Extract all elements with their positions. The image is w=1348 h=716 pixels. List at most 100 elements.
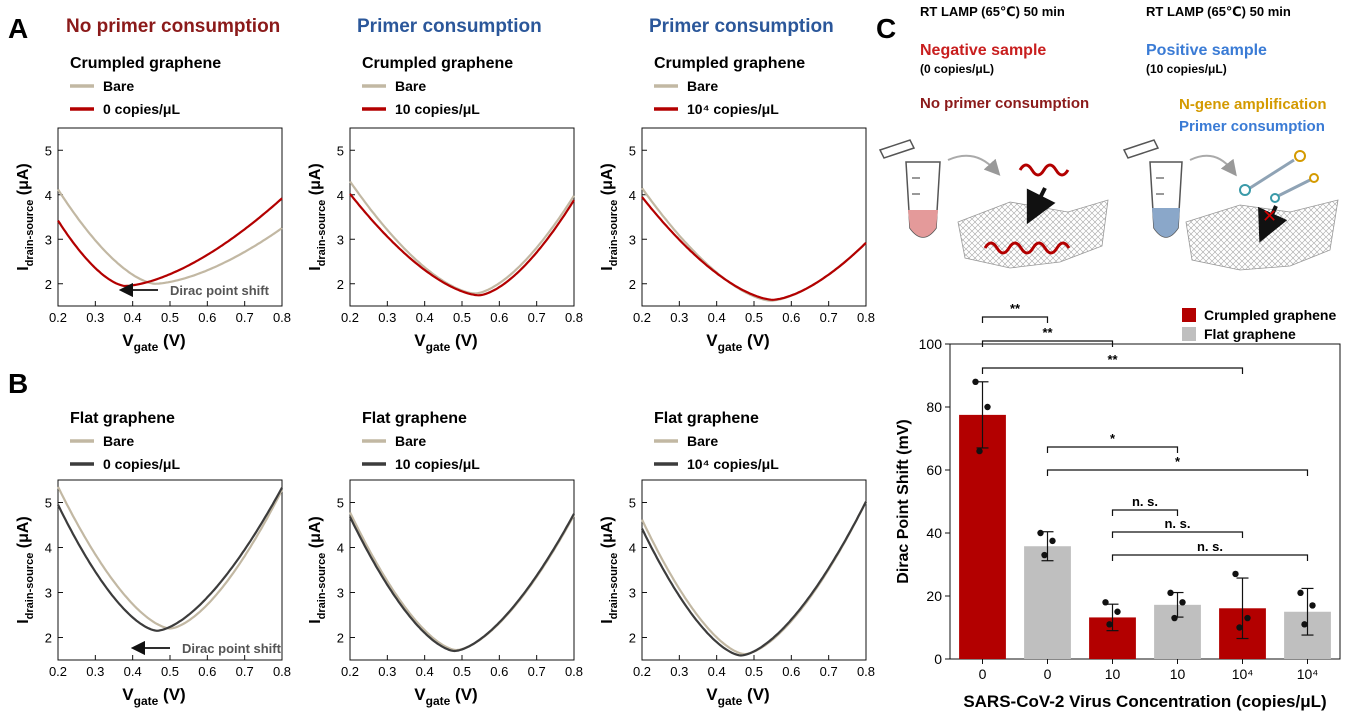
bar-y-tick-label: 60	[926, 462, 942, 478]
bar-y-tick-label: 100	[919, 336, 943, 352]
negative-sample-sub: (0 copies/μL)	[920, 62, 994, 76]
shift-annotation: Dirac point shift	[182, 641, 282, 656]
primer-probe-icon	[1239, 150, 1319, 203]
left-curved-arrow	[947, 154, 1001, 176]
data-point	[1049, 537, 1056, 545]
y-axis-label: Idrain-source (μA)	[599, 516, 620, 624]
legend-label-sample: 10⁴ copies/μL	[687, 101, 779, 117]
positive-tube-icon	[1122, 139, 1183, 238]
x-tick-label: 0.8	[273, 310, 291, 325]
x-tick-label: 0.3	[670, 664, 688, 679]
data-point	[1244, 614, 1251, 622]
bar-x-tick-label: 10	[1170, 666, 1186, 682]
legend-swatch-flat	[1182, 327, 1196, 341]
x-tick-label: 0.3	[378, 664, 396, 679]
y-tick-label: 3	[45, 232, 52, 247]
y-tick-label: 3	[45, 586, 52, 601]
x-tick-label: 0.4	[416, 664, 434, 679]
data-point	[1179, 599, 1186, 606]
left-result-text: No primer consumption	[920, 95, 1089, 112]
iv-plot-b-1: Flat graphene Bare 10 copies/μL 0.2 0.3 0.4 0.…	[307, 410, 583, 708]
y-tick-label: 5	[629, 143, 636, 158]
y-tick-label: 4	[45, 541, 52, 556]
significance-bracket	[981, 367, 1244, 374]
legend-label-flat: Flat graphene	[1204, 326, 1296, 342]
significance-label: **	[1107, 352, 1118, 367]
x-axis-label: Vgate (V)	[706, 331, 769, 354]
x-tick-label: 0.7	[528, 664, 546, 679]
legend-label-crumpled: Crumpled graphene	[1204, 307, 1336, 323]
bar-y-tick-label: 40	[926, 525, 942, 541]
plot-subtitle: Flat graphene	[70, 410, 175, 427]
y-tick-label: 3	[629, 586, 636, 601]
iv-plot-a-0: Crumpled graphene Bare 0 copies/μL 0.2 0.3 0.…	[15, 55, 291, 354]
iv-plot-group: Crumpled graphene Bare 0 copies/μL 0.2 0.3 0.…	[15, 55, 875, 708]
legend-label-sample: 0 copies/μL	[103, 456, 180, 472]
legend-label-bare: Bare	[395, 433, 426, 449]
y-axis-label: Idrain-source (μA)	[307, 163, 328, 271]
significance-bracket	[1046, 446, 1179, 453]
x-tick-label: 0.6	[198, 310, 216, 325]
x-tick-label: 0.5	[161, 310, 179, 325]
data-point	[1102, 599, 1109, 606]
significance-label: n. s.	[1164, 516, 1190, 531]
y-tick-label: 5	[337, 143, 344, 158]
column-header-1: Primer consumption	[357, 16, 542, 37]
x-tick-label: 0.8	[565, 664, 583, 679]
sample-curve	[641, 196, 867, 301]
x-tick-label: 0.4	[416, 310, 434, 325]
negative-sample-title: Negative sample	[920, 42, 1046, 59]
significance-bracket	[1111, 554, 1309, 561]
x-tick-label: 0.2	[341, 664, 359, 679]
data-point	[1106, 621, 1113, 628]
x-tick-label: 0.8	[857, 664, 875, 679]
data-point	[1297, 589, 1304, 597]
legend-label-sample: 0 copies/μL	[103, 101, 180, 117]
plot-frame	[641, 127, 867, 307]
bar-y-tick-label: 0	[934, 651, 942, 667]
schematic: RT LAMP (65℃) 50 min RT LAMP (65℃) 50 mi…	[878, 4, 1339, 271]
left-condition-text: RT LAMP (65℃) 50 min	[920, 4, 1065, 19]
x-tick-label: 0.4	[124, 664, 142, 679]
x-tick-label: 0.7	[528, 310, 546, 325]
legend-label-sample: 10 copies/μL	[395, 456, 480, 472]
iv-plot-b-0: Flat graphene Bare 0 copies/μL 0.2 0.3 0.4 0.5…	[15, 410, 291, 708]
data-point	[1041, 551, 1048, 559]
significance-label: n. s.	[1132, 494, 1158, 509]
bare-curve	[349, 180, 575, 295]
blocked-arrow-icon	[1258, 205, 1288, 243]
bar-x-tick-label: 10	[1105, 666, 1121, 682]
x-tick-label: 0.2	[341, 310, 359, 325]
positive-sample-title: Positive sample	[1146, 42, 1267, 59]
data-point	[972, 378, 979, 385]
y-tick-label: 2	[629, 277, 636, 292]
plot-frame	[57, 479, 283, 661]
iv-plot-a-1: Crumpled graphene Bare 10 copies/μL 0.2 0.3 0…	[307, 55, 583, 354]
data-point	[1171, 614, 1178, 622]
x-tick-label: 0.7	[236, 664, 254, 679]
x-axis-label: Vgate (V)	[414, 331, 477, 354]
y-tick-label: 3	[629, 232, 636, 247]
significance-bracket	[1111, 531, 1244, 538]
x-tick-label: 0.4	[708, 310, 726, 325]
x-tick-label: 0.5	[161, 664, 179, 679]
plot-subtitle: Crumpled graphene	[70, 55, 221, 72]
bar-x-tick-label: 0	[1044, 666, 1052, 682]
x-tick-label: 0.5	[453, 310, 471, 325]
data-point	[976, 447, 983, 455]
x-tick-label: 0.2	[49, 664, 67, 679]
y-axis-label: Idrain-source (μA)	[599, 163, 620, 271]
right-curved-arrow	[1189, 154, 1237, 177]
bar-x-tick-label: 0	[979, 666, 987, 682]
column-header-0: No primer consumption	[66, 16, 280, 37]
positive-sample-sub: (10 copies/μL)	[1146, 62, 1227, 76]
data-point	[984, 403, 991, 411]
plot-subtitle: Flat graphene	[654, 410, 759, 427]
legend-label-bare: Bare	[687, 433, 718, 449]
bar	[1024, 546, 1071, 659]
left-graphene-sheet	[957, 199, 1109, 269]
significance-bracket	[1111, 509, 1179, 516]
legend-label-bare: Bare	[395, 78, 426, 94]
significance-bracket	[981, 316, 1049, 323]
